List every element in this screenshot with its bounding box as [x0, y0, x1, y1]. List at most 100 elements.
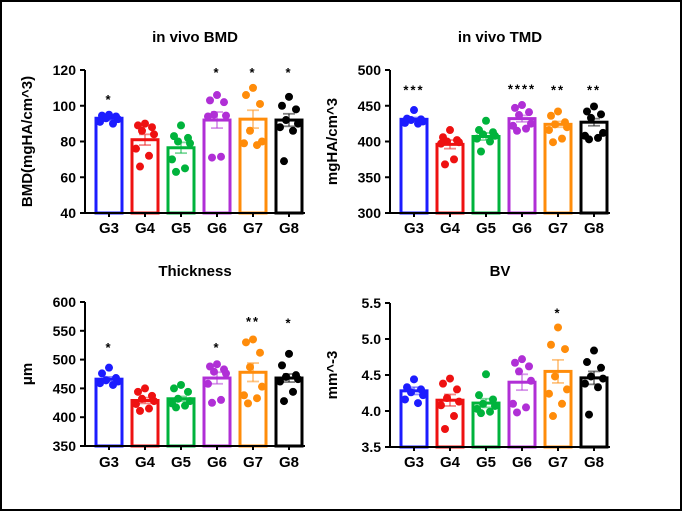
bar-G5 [471, 134, 501, 215]
y-tick-label: 5.5 [362, 295, 382, 311]
data-point [491, 131, 499, 140]
data-point [138, 126, 146, 135]
y-tick-label: 450 [358, 98, 382, 114]
data-point [210, 367, 218, 376]
data-point [581, 379, 589, 388]
data-point [590, 346, 598, 355]
bar-G7 [543, 122, 573, 215]
data-point [554, 107, 562, 116]
data-point [294, 375, 302, 384]
data-point [407, 116, 415, 125]
x-category-label: G6 [207, 454, 227, 471]
y-axis-label: mgHA/cm^3 [324, 98, 341, 185]
data-point [527, 119, 535, 128]
x-category-label: G3 [404, 454, 424, 471]
x-category-label: G8 [279, 454, 299, 471]
data-point [148, 123, 156, 132]
data-point [240, 391, 248, 400]
data-point [105, 363, 113, 372]
data-point [443, 137, 451, 146]
data-point [208, 398, 216, 407]
data-point [513, 126, 521, 135]
data-point [515, 367, 523, 376]
bar-G7 [543, 369, 573, 449]
data-point [204, 112, 212, 121]
x-category-label: G5 [476, 454, 496, 471]
data-point [210, 110, 218, 119]
x-category-label: G3 [99, 220, 119, 237]
data-point [134, 387, 142, 396]
data-point [177, 121, 185, 130]
data-point [486, 407, 494, 416]
x-category-label: G7 [243, 454, 263, 471]
x-category-label: G4 [440, 220, 461, 237]
data-point [138, 394, 146, 403]
data-point [276, 377, 284, 386]
data-point [509, 399, 517, 408]
significance-stars: * [213, 340, 220, 355]
data-point [206, 96, 214, 105]
data-point [280, 397, 288, 406]
significance-stars: * [213, 65, 220, 80]
y-tick-label: 80 [60, 134, 76, 150]
data-point [518, 101, 526, 110]
data-point [558, 134, 566, 143]
data-point [208, 153, 216, 162]
y-tick-label: 400 [53, 409, 77, 425]
data-point [256, 99, 264, 108]
data-point [437, 401, 445, 410]
data-point [181, 401, 189, 410]
bar-G8 [274, 376, 304, 448]
bar-G3 [94, 377, 124, 448]
x-category-label: G7 [548, 454, 568, 471]
data-point [282, 372, 290, 381]
data-point [136, 406, 144, 415]
bar-G6 [507, 380, 537, 449]
data-point [401, 118, 409, 127]
data-point [437, 139, 445, 148]
significance-stars: * [285, 65, 292, 80]
x-category-label: G6 [512, 220, 532, 237]
data-point [585, 410, 593, 419]
data-point [522, 124, 530, 133]
data-point [561, 345, 569, 354]
data-point [446, 126, 454, 135]
x-category-label: G4 [440, 454, 461, 471]
data-point [441, 160, 449, 169]
data-point [141, 384, 149, 393]
data-point [597, 110, 605, 119]
data-point [253, 394, 261, 403]
y-tick-label: 550 [53, 323, 77, 339]
y-tick-label: 400 [358, 134, 382, 150]
data-point [174, 137, 182, 146]
data-point [242, 338, 250, 347]
data-point [132, 144, 140, 153]
data-point [240, 139, 248, 148]
data-point [477, 409, 485, 418]
data-point [479, 399, 487, 408]
data-point [594, 383, 602, 392]
data-point [549, 412, 557, 421]
data-point [184, 387, 192, 396]
bar-G8 [579, 376, 609, 449]
data-point [515, 111, 523, 120]
data-point [96, 379, 104, 388]
data-point [547, 111, 555, 120]
x-category-label: G8 [584, 454, 604, 471]
data-point [410, 106, 418, 115]
data-point [473, 134, 481, 143]
data-point [527, 376, 535, 385]
y-tick-label: 300 [358, 205, 382, 221]
x-category-label: G8 [584, 220, 604, 237]
data-point [145, 404, 153, 413]
x-category-label: G4 [135, 220, 156, 237]
data-point [150, 397, 158, 406]
significance-stars: * [249, 65, 256, 80]
data-point [407, 388, 415, 397]
y-tick-label: 600 [53, 294, 77, 310]
data-point [482, 370, 490, 379]
data-point [401, 395, 409, 404]
chart-invivo-bmd: in vivo BMD BMD(mgHA/cm^3) 40 60 80 100 120 G3 *… [19, 29, 305, 237]
